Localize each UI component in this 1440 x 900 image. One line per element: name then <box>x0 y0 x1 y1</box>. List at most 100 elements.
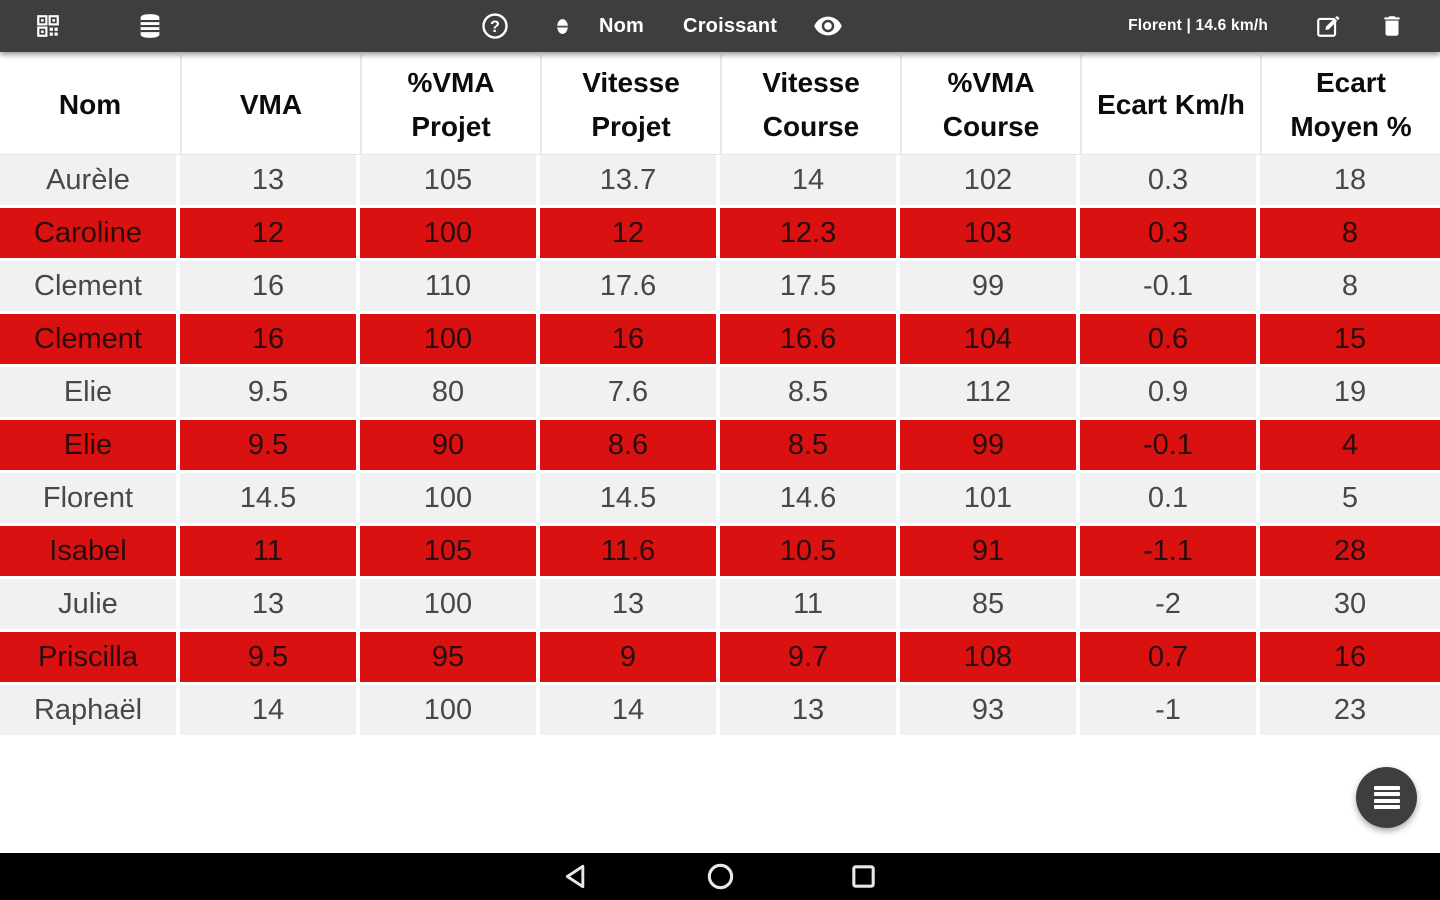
table-row[interactable]: Julie 13 100 13 11 85 -2 30 <box>0 579 1440 632</box>
eye-icon <box>814 16 842 36</box>
table-cell: 11 <box>720 579 900 629</box>
column-header[interactable]: Vitesse Projet <box>540 55 720 154</box>
table-cell: 14.5 <box>180 473 360 523</box>
recents-icon <box>851 865 875 888</box>
table-cell: 0.7 <box>1080 632 1260 682</box>
table-cell: 100 <box>360 579 540 629</box>
column-header[interactable]: Ecart Km/h <box>1080 55 1260 154</box>
table-cell: 13.7 <box>540 155 720 205</box>
table-cell: 14 <box>720 155 900 205</box>
column-header[interactable]: %VMA Projet <box>360 55 540 154</box>
qr-code-button[interactable] <box>16 13 80 39</box>
sort-direction-icon <box>556 18 569 35</box>
table-cell: 15 <box>1333 322 1367 355</box>
table-cell: 0.3 <box>1080 155 1260 205</box>
table-cell: 85 <box>900 579 1080 629</box>
table-cell: Caroline <box>0 208 180 258</box>
table-cell: 100 <box>360 314 540 364</box>
table-cell: Clement <box>0 314 180 364</box>
table-cell: 8 <box>1341 269 1359 302</box>
table-cell: 0.9 <box>1080 367 1260 417</box>
help-button[interactable]: ? <box>478 11 512 41</box>
table-cell: -0.1 <box>1080 261 1260 311</box>
table-cell: Elie <box>0 420 180 470</box>
table-header-row: Nom VMA %VMA Projet Vitesse Projet Vitesse Cour… <box>0 55 1440 155</box>
back-button[interactable] <box>545 853 609 900</box>
table-cell: 0.6 <box>1080 314 1260 364</box>
table-row[interactable]: Isabel 11 105 11.6 10.5 91 -1.1 28 <box>0 526 1440 579</box>
table-cell: Elie <box>0 367 180 417</box>
column-header[interactable]: Vitesse Course <box>720 55 900 154</box>
table-cell: 8.5 <box>720 420 900 470</box>
table-row[interactable]: Elie 9.5 90 8.6 8.5 99 -0.1 4 <box>0 420 1440 473</box>
menu-fab[interactable] <box>1356 767 1417 828</box>
table-row[interactable]: Elie 9.5 80 7.6 8.5 112 0.9 19 <box>0 367 1440 420</box>
home-icon <box>707 863 733 890</box>
table-cell: 9.7 <box>720 632 900 682</box>
table-row[interactable]: Clement 16 100 16 16.6 104 0.6 15 <box>0 314 1440 367</box>
column-header[interactable]: %VMA Course <box>900 55 1080 154</box>
edit-icon <box>1317 16 1340 37</box>
table-cell: 14.5 <box>540 473 720 523</box>
table-cell: 99 <box>900 420 1080 470</box>
table-cell: 8.5 <box>720 367 900 417</box>
table-cell: -1.1 <box>1080 526 1260 576</box>
sort-controls: ? Nom Croissant <box>478 0 843 52</box>
visibility-button[interactable] <box>813 11 843 41</box>
table-cell: 8.6 <box>540 420 720 470</box>
table-cell: 17.5 <box>720 261 900 311</box>
android-nav-bar <box>0 853 1440 900</box>
table-cell: 16 <box>180 261 360 311</box>
table-cell: 16 <box>180 314 360 364</box>
table-row[interactable]: Priscilla 9.5 95 9 9.7 108 0.7 16 <box>0 632 1440 685</box>
table-cell: 13 <box>540 579 720 629</box>
table-cell: -2 <box>1080 579 1260 629</box>
table-cell: 12.3 <box>720 208 900 258</box>
table-cell: 103 <box>900 208 1080 258</box>
table-cell: 19 <box>1333 375 1367 408</box>
table-cell: Raphaël <box>0 685 180 735</box>
table-cell: Clement <box>0 261 180 311</box>
table-row[interactable]: Florent 14.5 100 14.5 14.6 101 0.1 5 <box>0 473 1440 526</box>
table-row[interactable]: Clement 16 110 17.6 17.5 99 -0.1 8 <box>0 261 1440 314</box>
table-row[interactable]: Aurèle 13 105 13.7 14 102 0.3 18 <box>0 155 1440 208</box>
table-cell: 16 <box>1333 640 1367 673</box>
column-header[interactable]: Nom <box>58 88 122 120</box>
results-table: Nom VMA %VMA Projet Vitesse Projet Vitesse Cour… <box>0 55 1440 738</box>
table-cell: 112 <box>900 367 1080 417</box>
table-cell: 13 <box>180 155 360 205</box>
table-cell: 12 <box>180 208 360 258</box>
table-cell: 11.6 <box>540 526 720 576</box>
table-cell: Isabel <box>0 526 180 576</box>
table-cell: 99 <box>900 261 1080 311</box>
table-cell: Florent <box>0 473 180 523</box>
column-header[interactable]: Ecart Moyen % <box>1260 55 1440 154</box>
table-row[interactable]: Raphaël 14 100 14 13 93 -1 23 <box>0 685 1440 738</box>
table-cell: -1 <box>1080 685 1260 735</box>
table-cell: 14 <box>180 685 360 735</box>
svg-text:?: ? <box>490 18 500 36</box>
table-cell: 18 <box>1333 163 1367 196</box>
help-circle-icon: ? <box>482 13 508 39</box>
table-row[interactable]: Caroline 12 100 12 12.3 103 0.3 8 <box>0 208 1440 261</box>
column-header[interactable]: VMA <box>180 55 360 154</box>
table-cell: 12 <box>540 208 720 258</box>
table-cell: 108 <box>900 632 1080 682</box>
home-button[interactable] <box>688 853 752 900</box>
table-body: Aurèle 13 105 13.7 14 102 0.3 18 Caroline 12 100 12… <box>0 155 1440 738</box>
delete-button[interactable] <box>1360 13 1424 39</box>
table-cell: 93 <box>900 685 1080 735</box>
table-cell: 9 <box>540 632 720 682</box>
sort-order-button[interactable]: Croissant <box>683 14 778 37</box>
table-cell: 17.6 <box>540 261 720 311</box>
database-button[interactable] <box>118 11 182 41</box>
recents-button[interactable] <box>831 853 895 900</box>
table-cell: 9.5 <box>180 632 360 682</box>
table-cell: 13 <box>720 685 900 735</box>
table-cell: 100 <box>360 685 540 735</box>
table-cell: 7.6 <box>540 367 720 417</box>
edit-button[interactable] <box>1296 13 1360 39</box>
sort-field-button[interactable]: Nom <box>599 14 645 37</box>
selected-runner-status: Florent | 14.6 km/h <box>1128 17 1268 34</box>
